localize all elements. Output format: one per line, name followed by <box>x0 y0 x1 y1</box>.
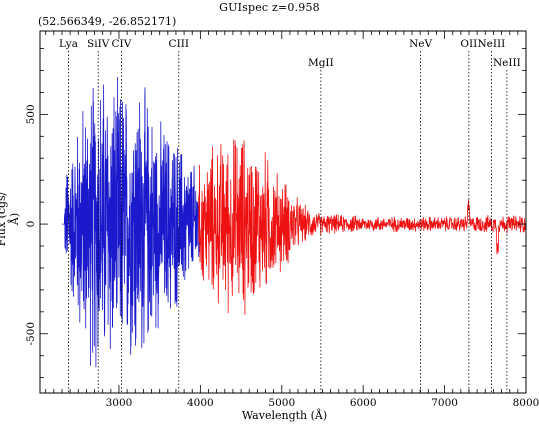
x-tick-label: 8000 <box>513 397 539 409</box>
plot-title: GUIspec z=0.958 <box>219 1 320 14</box>
x-tick-label: 6000 <box>350 397 377 409</box>
x-tick-label: 4000 <box>187 397 214 409</box>
x-tick-label: 7000 <box>431 397 458 409</box>
emission-line-label: NeIII <box>493 57 521 69</box>
emission-line-label: SiIV <box>87 38 110 50</box>
emission-line-label: OII <box>460 38 477 50</box>
y-tick-label: 500 <box>25 104 37 124</box>
axes-layer: 3000 4000 5000 6000 7000 8000 -500 0 500 <box>25 30 539 409</box>
emission-line-label: CIV <box>112 38 132 50</box>
x-tick-label: 5000 <box>268 397 295 409</box>
x-tick-label: 3000 <box>106 397 133 409</box>
plot-frame <box>39 30 527 394</box>
y-tick-label: 0 <box>25 221 37 228</box>
y-tick-label: -500 <box>25 322 37 346</box>
emission-line-label: CIII <box>169 38 189 50</box>
emission-line-label: Lya <box>59 38 78 50</box>
emission-line-label: NeIII <box>477 38 505 50</box>
coordinates-readout: (52.566349, -26.852171) <box>38 15 177 28</box>
spectrum-series-blue <box>62 76 201 368</box>
x-axis-label: Wavelength (Å) <box>241 409 328 422</box>
emission-line-label: MgII <box>308 57 334 69</box>
spectrum-layer <box>62 76 526 368</box>
spectrum-series-red <box>198 139 526 315</box>
emission-line-label: NeV <box>409 38 432 50</box>
